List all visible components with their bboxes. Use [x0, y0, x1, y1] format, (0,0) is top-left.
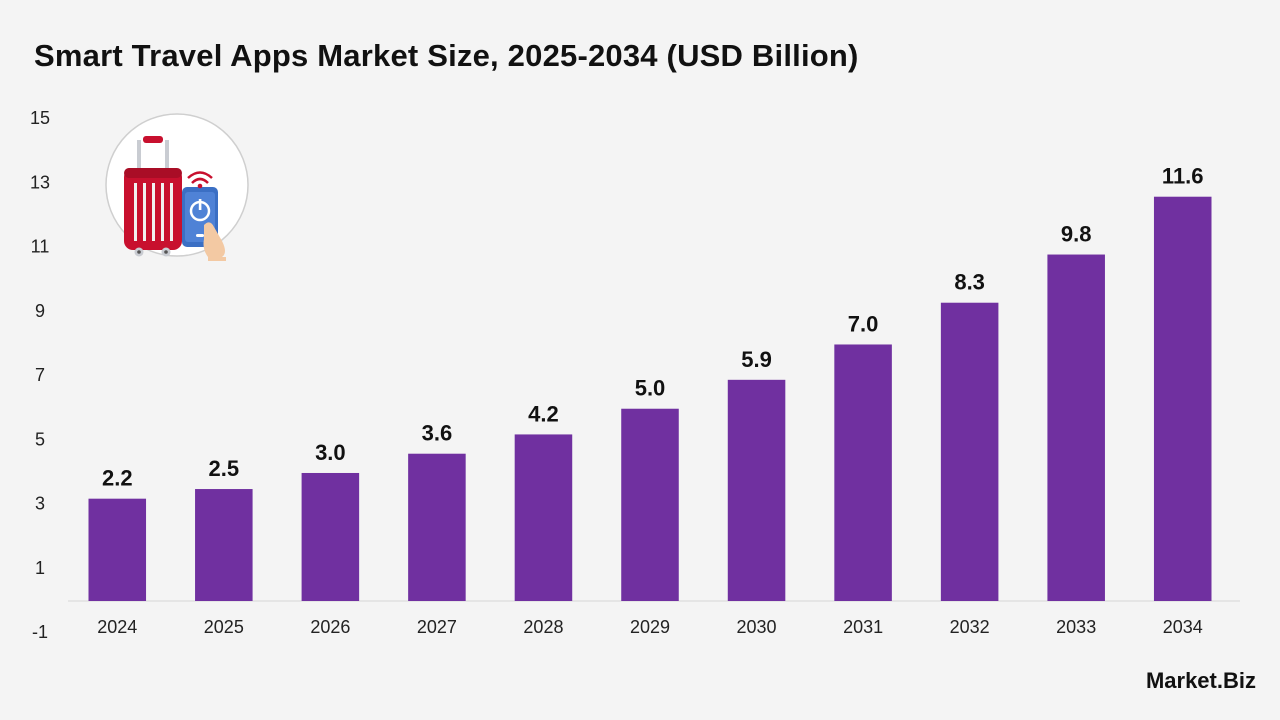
data-label: 9.8	[1061, 222, 1092, 247]
bar	[834, 344, 892, 601]
x-tick-label: 2028	[523, 617, 563, 637]
y-tick-label: 7	[35, 365, 45, 385]
data-label: 4.2	[528, 401, 559, 426]
y-tick-label: 5	[35, 429, 45, 449]
y-tick-label: 9	[35, 301, 45, 321]
data-label: 2.5	[209, 456, 240, 481]
x-tick-label: 2024	[97, 617, 137, 637]
bar	[514, 434, 573, 601]
x-tick-label: 2034	[1163, 617, 1203, 637]
y-tick-label: 13	[30, 172, 50, 192]
x-tick-label: 2031	[843, 617, 883, 637]
x-tick-label: 2033	[1056, 617, 1096, 637]
x-tick-label: 2025	[204, 617, 244, 637]
data-label: 8.3	[954, 270, 985, 295]
data-label: 2.2	[102, 466, 133, 491]
y-tick-label: 11	[31, 237, 50, 257]
x-tick-label: 2032	[950, 617, 990, 637]
y-tick-label: 1	[35, 558, 45, 578]
bar	[195, 489, 253, 601]
data-label: 3.6	[422, 421, 453, 446]
bar	[88, 498, 147, 601]
bar	[1153, 196, 1212, 602]
brand-logo: Market.Biz	[1146, 668, 1256, 694]
x-tick-label: 2026	[310, 617, 350, 637]
data-label: 5.9	[741, 347, 772, 372]
bar	[727, 379, 786, 601]
smart-luggage-icon	[104, 113, 252, 261]
bar	[940, 302, 999, 601]
y-tick-label: -1	[32, 622, 48, 642]
bar	[1047, 254, 1105, 601]
data-label: 11.6	[1162, 164, 1204, 189]
bar	[408, 453, 466, 601]
bar	[301, 472, 360, 601]
chart-title: Smart Travel Apps Market Size, 2025-2034…	[34, 38, 859, 73]
bar-series	[88, 196, 1212, 602]
x-tick-label: 2030	[737, 617, 777, 637]
y-tick-label: 15	[30, 108, 50, 128]
data-label: 3.0	[315, 440, 346, 465]
bar	[621, 408, 679, 601]
data-labels: 2.2 2.5 3.0 3.6 4.2 5.0 5.9 7.0 8.3 9.8 11.6	[102, 164, 1204, 491]
x-tick-label: 2027	[417, 617, 457, 637]
x-tick-label: 2029	[630, 617, 670, 637]
brand-name: Market.Biz	[1145, 668, 1256, 693]
data-label: 5.0	[635, 376, 666, 401]
y-tick-label: 3	[35, 494, 45, 514]
x-axis: 2024 2025 2026 2027 2028 2029 2030 2031 2032 2033…	[97, 617, 1203, 637]
data-label: 7.0	[848, 311, 879, 336]
